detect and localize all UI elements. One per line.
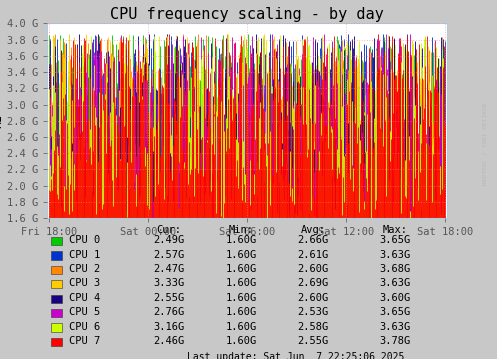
Bar — [51, 309, 63, 317]
Text: RRDTOOL / TOBI OETIKER: RRDTOOL / TOBI OETIKER — [482, 102, 487, 185]
Title: CPU frequency scaling - by day: CPU frequency scaling - by day — [110, 7, 384, 22]
Text: 3.65G: 3.65G — [380, 235, 411, 245]
Text: 2.46G: 2.46G — [154, 336, 185, 346]
Text: 2.58G: 2.58G — [298, 322, 329, 332]
Text: 2.49G: 2.49G — [154, 235, 185, 245]
Text: 1.60G: 1.60G — [226, 293, 257, 303]
Text: 3.33G: 3.33G — [154, 278, 185, 288]
Text: Cur:: Cur: — [157, 225, 182, 235]
Text: 2.61G: 2.61G — [298, 250, 329, 260]
Bar — [51, 237, 63, 245]
Text: Last update: Sat Jun  7 22:25:06 2025: Last update: Sat Jun 7 22:25:06 2025 — [186, 352, 404, 359]
Text: 1.60G: 1.60G — [226, 264, 257, 274]
Text: CPU 2: CPU 2 — [69, 264, 100, 274]
Text: CPU 7: CPU 7 — [69, 336, 100, 346]
Bar — [51, 323, 63, 332]
Text: 2.55G: 2.55G — [298, 336, 329, 346]
Text: 2.60G: 2.60G — [298, 264, 329, 274]
Text: CPU 1: CPU 1 — [69, 250, 100, 260]
Text: CPU 6: CPU 6 — [69, 322, 100, 332]
Bar — [51, 280, 63, 288]
Text: CPU 5: CPU 5 — [69, 307, 100, 317]
Text: 3.68G: 3.68G — [380, 264, 411, 274]
Bar — [51, 251, 63, 260]
Text: 3.63G: 3.63G — [380, 278, 411, 288]
Text: 2.53G: 2.53G — [298, 307, 329, 317]
Text: 1.60G: 1.60G — [226, 278, 257, 288]
Text: Max:: Max: — [383, 225, 408, 235]
Text: Min:: Min: — [229, 225, 254, 235]
Text: 1.60G: 1.60G — [226, 336, 257, 346]
Text: Avg:: Avg: — [301, 225, 326, 235]
Bar — [51, 295, 63, 303]
Text: 3.16G: 3.16G — [154, 322, 185, 332]
Text: 3.63G: 3.63G — [380, 250, 411, 260]
Text: CPU 4: CPU 4 — [69, 293, 100, 303]
Y-axis label: Hz: Hz — [0, 113, 4, 128]
Text: 2.69G: 2.69G — [298, 278, 329, 288]
Text: 2.60G: 2.60G — [298, 293, 329, 303]
Text: 1.60G: 1.60G — [226, 235, 257, 245]
Text: CPU 3: CPU 3 — [69, 278, 100, 288]
Text: 3.65G: 3.65G — [380, 307, 411, 317]
Text: 2.57G: 2.57G — [154, 250, 185, 260]
Text: 2.66G: 2.66G — [298, 235, 329, 245]
Text: 3.63G: 3.63G — [380, 322, 411, 332]
Text: CPU 0: CPU 0 — [69, 235, 100, 245]
Text: 1.60G: 1.60G — [226, 250, 257, 260]
Text: 2.76G: 2.76G — [154, 307, 185, 317]
Text: 3.60G: 3.60G — [380, 293, 411, 303]
Bar — [51, 338, 63, 346]
Text: 3.78G: 3.78G — [380, 336, 411, 346]
Bar — [51, 266, 63, 274]
Text: 1.60G: 1.60G — [226, 322, 257, 332]
Text: 1.60G: 1.60G — [226, 307, 257, 317]
Text: 2.47G: 2.47G — [154, 264, 185, 274]
Text: 2.55G: 2.55G — [154, 293, 185, 303]
